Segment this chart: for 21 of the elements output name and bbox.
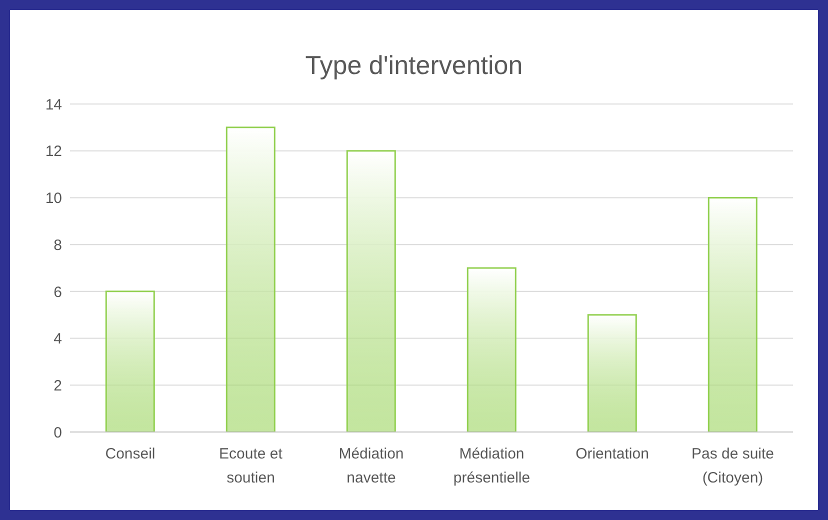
bar — [708, 196, 758, 432]
bar — [466, 267, 516, 432]
y-tick-label: 12 — [45, 143, 62, 160]
chart-title: Type d'intervention — [304, 50, 524, 81]
y-tick-label: 0 — [54, 424, 62, 442]
y-tick-label: 6 — [54, 284, 62, 301]
x-tick-label: Médiation navette — [338, 446, 404, 487]
y-tick-label: 10 — [45, 190, 62, 208]
bar — [346, 150, 396, 432]
x-tick-label: Ecoute et soutien — [219, 446, 284, 487]
x-tick-label: Conseil — [105, 446, 156, 463]
y-tick-label: 8 — [54, 236, 62, 254]
x-tick-label: Orientation — [576, 446, 649, 463]
bar — [226, 126, 276, 432]
bar — [587, 314, 637, 432]
x-tick-label: Médiation présentielle — [453, 446, 530, 487]
y-tick-label: 14 — [45, 96, 62, 114]
bar — [105, 290, 155, 432]
x-tick-label: Pas de suite (Citoyen) — [691, 446, 774, 487]
y-tick-label: 4 — [54, 330, 62, 348]
y-tick-label: 2 — [54, 377, 62, 394]
